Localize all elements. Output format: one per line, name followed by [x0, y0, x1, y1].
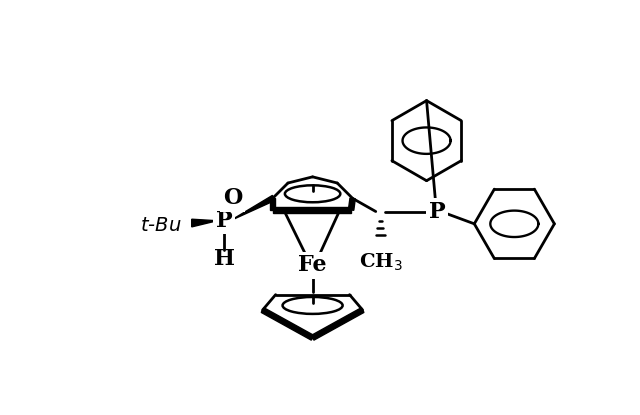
Polygon shape [192, 219, 217, 227]
Text: H: H [214, 248, 234, 270]
Text: O: O [223, 188, 242, 210]
Text: Fe: Fe [298, 254, 327, 276]
Polygon shape [270, 198, 275, 210]
Polygon shape [311, 308, 364, 340]
Polygon shape [230, 195, 273, 221]
Text: $t$-Bu: $t$-Bu [140, 216, 182, 235]
Text: CH$_3$: CH$_3$ [358, 251, 402, 273]
Polygon shape [273, 207, 351, 212]
Polygon shape [261, 308, 314, 340]
Text: P: P [429, 200, 445, 222]
Text: P: P [216, 210, 232, 232]
Polygon shape [348, 198, 355, 210]
